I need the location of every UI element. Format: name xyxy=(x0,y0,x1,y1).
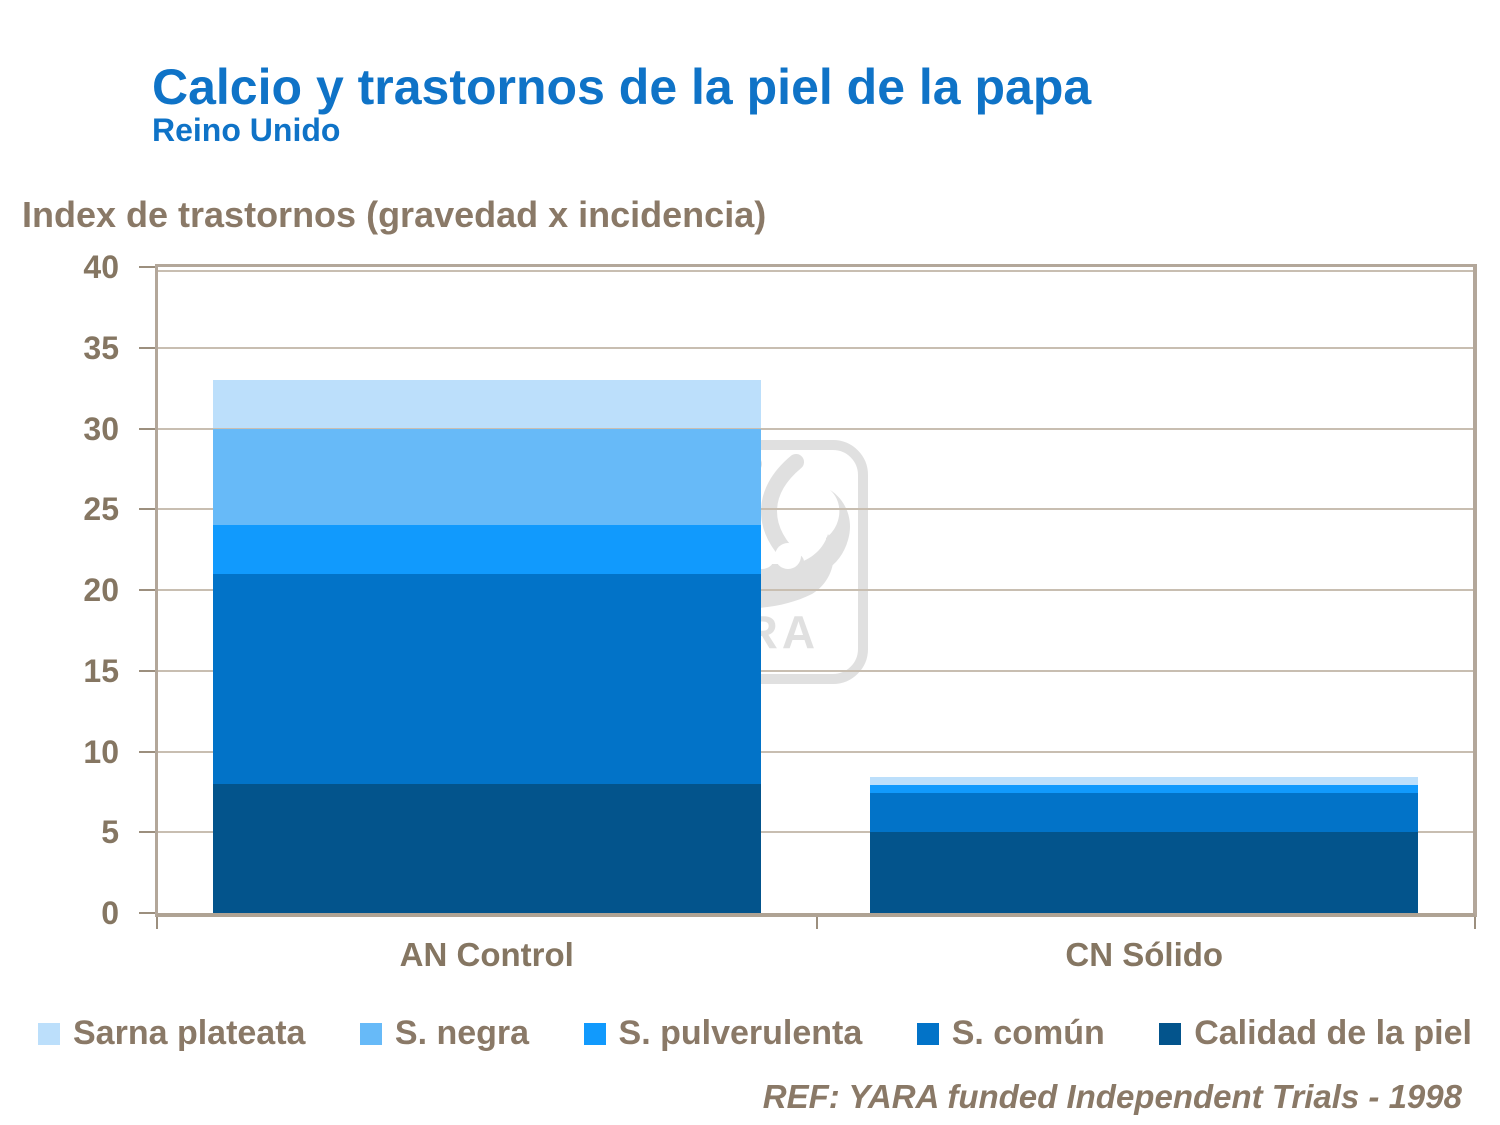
bar-segment-cn-sólido-calidad-de-la-piel xyxy=(870,832,1419,913)
gridline-35 xyxy=(158,346,1473,349)
gridline-30 xyxy=(158,427,1473,430)
y-tick-label-40: 40 xyxy=(83,249,119,285)
gridline-15 xyxy=(158,669,1473,672)
bar-segment-an-control-s.-negra xyxy=(212,428,761,526)
legend-label: S. pulverulenta xyxy=(618,1014,863,1052)
y-tick-label-30: 30 xyxy=(83,410,119,447)
x-tick-2 xyxy=(1474,917,1476,929)
legend-label: S. negra xyxy=(394,1014,530,1052)
page-title: Calcio y trastornos de la piel de la pap… xyxy=(152,59,1092,115)
gridline-10 xyxy=(158,750,1473,753)
y-tick-label-0: 0 xyxy=(101,895,119,931)
y-tick-10 xyxy=(139,750,155,753)
legend-swatch-icon xyxy=(916,1022,939,1045)
y-tick-label-20: 20 xyxy=(83,572,119,608)
y-tick-40 xyxy=(139,266,155,268)
y-tick-label-15: 15 xyxy=(83,652,119,689)
y-tick-35 xyxy=(139,346,155,349)
bar-segment-an-control-sarna-plateata xyxy=(212,380,761,429)
y-tick-label-25: 25 xyxy=(83,491,119,528)
x-axis-label-1: AN Control xyxy=(399,936,574,973)
y-tick-label-10: 10 xyxy=(83,733,119,770)
legend-item-calidad-de-la-piel: Calidad de la piel xyxy=(1159,1014,1472,1053)
x-axis-label-2: CN Sólido xyxy=(1065,936,1224,973)
page-subtitle: Reino Unido xyxy=(152,112,341,148)
y-tick-30 xyxy=(139,427,155,430)
legend-swatch-icon xyxy=(359,1022,382,1045)
bar-segment-an-control-s.-pulverulenta xyxy=(212,525,761,574)
y-tick-0 xyxy=(139,912,155,914)
gridline-5 xyxy=(158,831,1473,834)
x-tick-1 xyxy=(815,917,818,929)
gridline-40 xyxy=(158,270,1473,272)
y-tick-25 xyxy=(139,508,155,511)
legend-item-s.-común: S. común xyxy=(916,1014,1105,1053)
reference-text: REF: YARA funded Independent Trials - 19… xyxy=(762,1078,1462,1115)
gridline-20 xyxy=(158,589,1473,591)
legend: Sarna plateata S. negra S. pulverulenta S. … xyxy=(38,1014,1472,1053)
legend-swatch-icon xyxy=(1159,1022,1182,1045)
legend-label: Sarna plateata xyxy=(73,1014,306,1052)
legend-label: Calidad de la piel xyxy=(1194,1014,1472,1052)
legend-swatch-icon xyxy=(583,1022,606,1045)
bar-segment-an-control-s.-común xyxy=(212,573,761,784)
y-tick-5 xyxy=(139,831,155,834)
gridline-25 xyxy=(158,508,1473,511)
legend-swatch-icon xyxy=(38,1022,60,1045)
y-tick-20 xyxy=(139,589,155,591)
bar-segment-an-control-calidad-de-la-piel xyxy=(212,783,761,913)
x-tick-0 xyxy=(156,917,158,929)
bar-segment-cn-sólido-s.-común xyxy=(870,793,1419,833)
y-tick-label-35: 35 xyxy=(83,329,119,366)
bar-segment-cn-sólido-sarna-plateata xyxy=(870,777,1419,786)
y-tick-15 xyxy=(139,669,155,672)
legend-label: S. común xyxy=(951,1014,1105,1052)
bar-segment-cn-sólido-s.-pulverulenta xyxy=(870,785,1419,794)
legend-item-s.-negra: S. negra xyxy=(359,1014,530,1053)
y-axis-title: Index de trastornos (gravedad x incidenc… xyxy=(22,194,767,235)
y-tick-label-5: 5 xyxy=(101,814,119,851)
legend-item-sarna-plateata: Sarna plateata xyxy=(38,1014,305,1053)
legend-item-s.-pulverulenta: S. pulverulenta xyxy=(583,1014,863,1053)
